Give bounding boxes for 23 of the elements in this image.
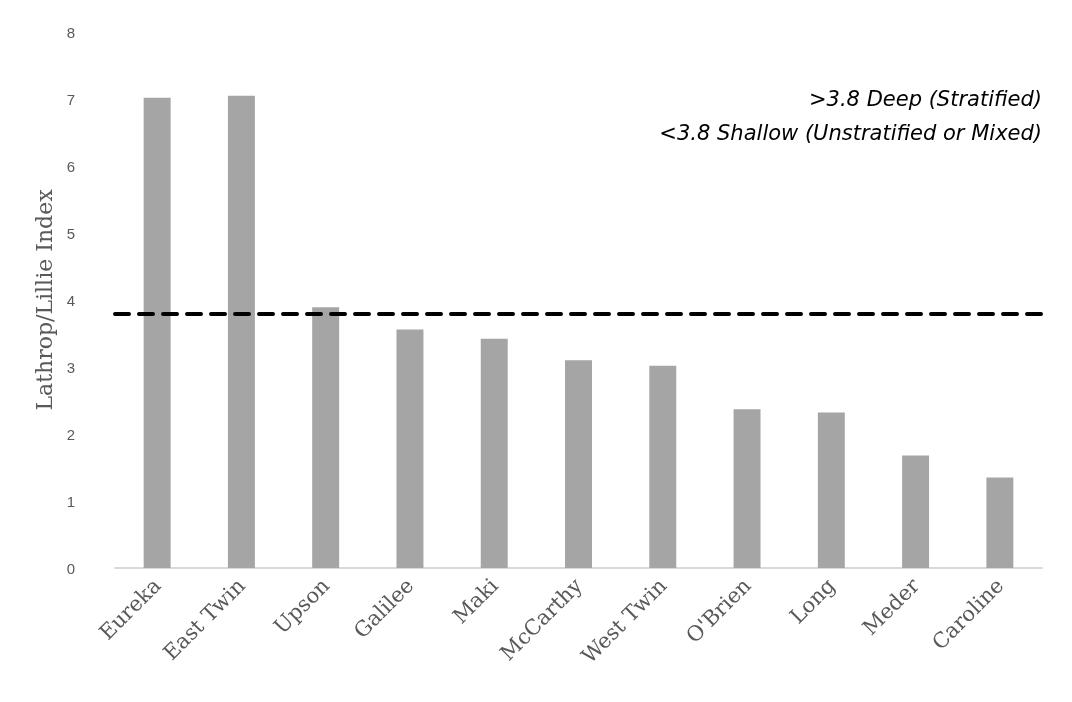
bar xyxy=(902,455,930,568)
bar xyxy=(480,338,508,568)
bar xyxy=(143,97,171,568)
annotation: >3.8 Deep (Stratified) xyxy=(808,86,1043,111)
bar xyxy=(733,409,761,568)
bar xyxy=(227,95,255,568)
annotation: <3.8 Shallow (Unstratified or Mixed) xyxy=(659,120,1043,145)
y-tick-label: 3 xyxy=(66,358,75,376)
y-tick-label: 2 xyxy=(66,425,75,443)
y-tick-label: 7 xyxy=(66,90,75,108)
bar xyxy=(312,307,340,568)
y-tick-label: 4 xyxy=(66,291,75,309)
y-tick-label: 5 xyxy=(66,224,75,242)
y-tick-label: 0 xyxy=(66,559,75,577)
y-tick-label: 6 xyxy=(66,157,75,175)
bar xyxy=(649,365,677,568)
y-axis-title: Lathrop/Lillie Index xyxy=(32,188,58,411)
bar xyxy=(817,412,845,568)
y-tick-label: 1 xyxy=(66,492,75,510)
bar xyxy=(986,477,1014,568)
bar xyxy=(565,360,592,568)
y-tick-label: 8 xyxy=(66,23,75,41)
bar xyxy=(396,329,424,568)
